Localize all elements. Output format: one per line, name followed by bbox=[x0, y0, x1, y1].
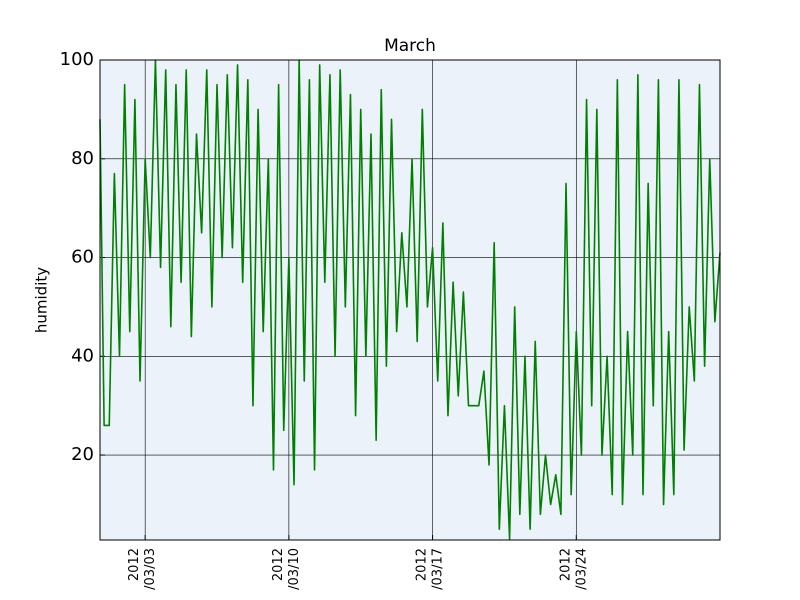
plot-frame bbox=[99, 59, 721, 541]
x-tick-label: 2012/03/03 bbox=[127, 548, 158, 590]
x-tick-label: 2012/03/24 bbox=[558, 548, 589, 590]
data-line bbox=[99, 59, 721, 540]
chart-title: March bbox=[384, 36, 436, 56]
y-tick-label: 20 bbox=[71, 444, 94, 465]
y-tick-label: 100 bbox=[60, 49, 94, 70]
x-tick-label: 2012/03/10 bbox=[270, 548, 301, 590]
y-tick-label: 40 bbox=[71, 345, 94, 366]
y-axis-label: humidity bbox=[33, 267, 51, 333]
y-tick-label: 60 bbox=[71, 247, 94, 268]
x-tick-label: 2012/03/17 bbox=[414, 548, 445, 590]
y-tick-label: 80 bbox=[71, 148, 94, 169]
